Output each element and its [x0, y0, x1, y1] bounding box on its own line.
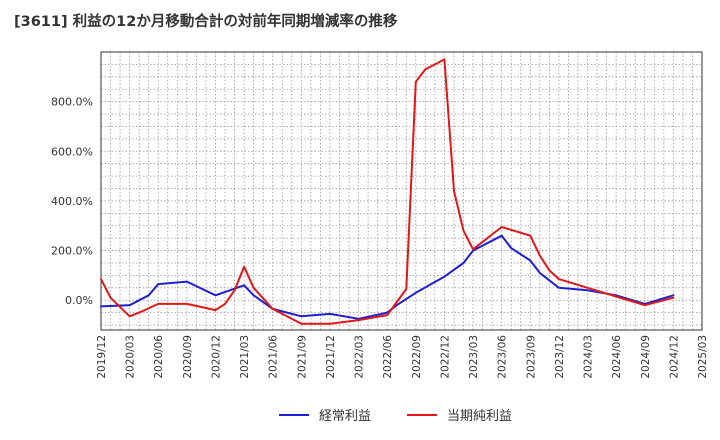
x-tick-label: 2024/12 [668, 335, 680, 379]
y-tick-label: 200.0% [51, 245, 93, 258]
series-line-net-profit [100, 58, 675, 325]
legend: 経常利益 当期純利益 [279, 409, 512, 424]
legend-label: 当期純利益 [447, 409, 512, 424]
y-tick-label: 800.0% [51, 96, 93, 109]
x-tick-label: 2021/06 [268, 335, 280, 379]
x-tick-label: 2020/12 [210, 335, 222, 379]
series-line-ordinary-profit [100, 234, 675, 320]
x-tick-label: 2023/03 [468, 335, 480, 379]
x-tick-label: 2020/03 [125, 335, 137, 379]
x-tick-label: 2022/12 [439, 335, 451, 379]
y-tick-label: 400.0% [51, 195, 93, 208]
y-axis-ticks: 0.0% 200.0% 400.0% 600.0% 800.0% [51, 96, 93, 308]
x-tick-label: 2022/03 [354, 335, 366, 379]
x-tick-label: 2025/03 [697, 335, 709, 379]
plot-border [100, 51, 703, 331]
x-tick-label: 2024/06 [611, 335, 623, 379]
x-tick-label: 2024/03 [583, 335, 595, 379]
x-tick-label: 2023/09 [525, 335, 537, 379]
x-tick-label: 2022/09 [411, 335, 423, 379]
x-tick-label: 2020/06 [153, 335, 165, 379]
x-tick-label: 2021/03 [239, 335, 251, 379]
x-tick-label: 2021/09 [296, 335, 308, 379]
x-tick-label: 2019/12 [96, 335, 108, 379]
series-layer [100, 58, 675, 325]
x-tick-label: 2023/06 [497, 335, 509, 379]
x-tick-label: 2021/12 [325, 335, 337, 379]
legend-label: 経常利益 [319, 409, 371, 424]
grid [100, 51, 703, 330]
x-tick-label: 2022/06 [382, 335, 394, 379]
x-axis-ticks: 2019/12 2020/03 2020/06 2020/09 2020/12 2021/… [96, 335, 709, 379]
chart-title: [3611] 利益の12か月移動合計の対前年同期増減率の推移 [14, 14, 398, 30]
x-tick-label: 2023/12 [554, 335, 566, 379]
x-tick-label: 2024/09 [640, 335, 652, 379]
x-tick-label: 2020/09 [182, 335, 194, 379]
y-tick-label: 0.0% [65, 294, 93, 307]
y-tick-label: 600.0% [51, 145, 93, 158]
